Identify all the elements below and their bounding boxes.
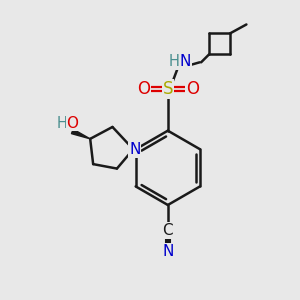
Text: N: N (179, 54, 191, 69)
Text: N: N (162, 244, 173, 259)
Text: O: O (66, 116, 78, 130)
Text: O: O (186, 80, 199, 98)
Polygon shape (71, 129, 90, 139)
Text: S: S (163, 80, 173, 98)
Text: H: H (57, 116, 68, 130)
Text: C: C (163, 223, 173, 238)
Text: O: O (137, 80, 150, 98)
Text: N: N (129, 142, 140, 158)
Text: H: H (169, 54, 180, 69)
